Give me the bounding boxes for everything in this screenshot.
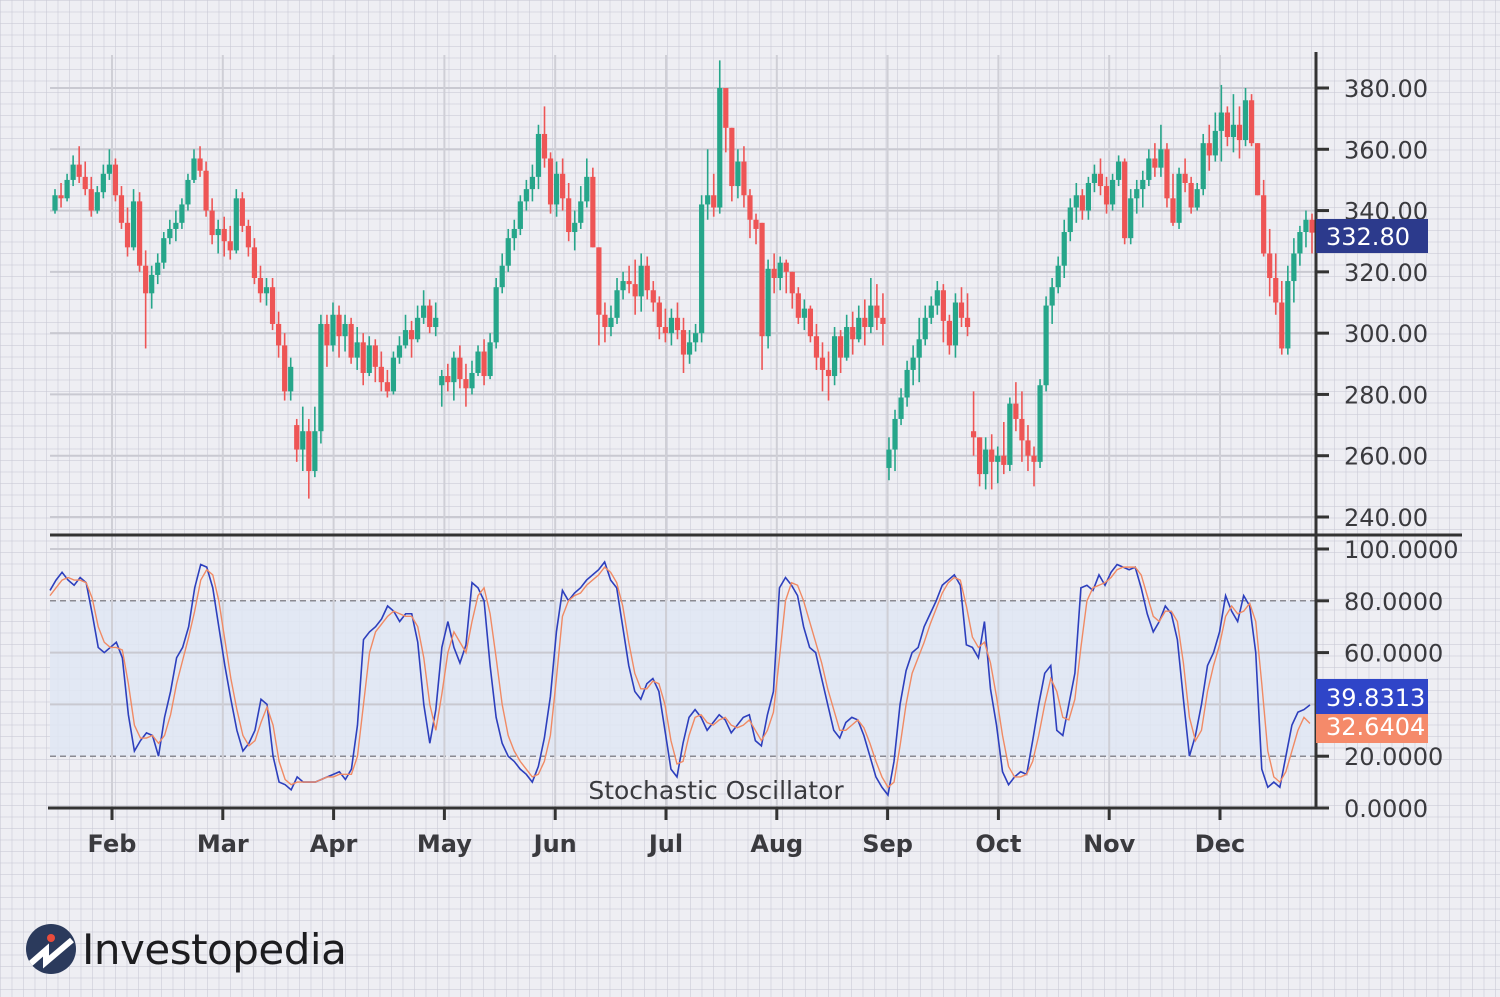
price-tick-label: 320.00 <box>1344 259 1428 287</box>
last-price-tag-text: 332.80 <box>1326 223 1410 251</box>
month-label: Apr <box>310 830 358 858</box>
logo-text: Investopedia <box>82 924 347 974</box>
month-label: Jul <box>647 830 683 858</box>
candlestick-series <box>52 60 1315 499</box>
price-axis-labels: 380.00360.00340.00320.00300.00280.00260.… <box>1344 75 1428 532</box>
month-label: Sep <box>862 830 913 858</box>
stoch-tick-label: 100.0000 <box>1344 536 1459 564</box>
logo-mark-icon <box>26 924 76 974</box>
k-value-tag-text: 39.8313 <box>1326 684 1425 712</box>
d-value-tag-text: 32.6404 <box>1326 713 1425 741</box>
investopedia-logo: Investopedia <box>26 924 347 974</box>
stochastic-axis-labels: 100.0000 80.0000 60.0000 20.0000 0.0000 <box>1344 536 1459 823</box>
month-label: Oct <box>975 830 1021 858</box>
stoch-tick-label: 60.0000 <box>1344 640 1443 668</box>
d-value-tag <box>1316 714 1428 743</box>
stochastic-lines <box>49 560 1311 797</box>
month-label: Feb <box>88 830 137 858</box>
price-tick-label: 260.00 <box>1344 443 1428 471</box>
month-label: May <box>417 830 472 858</box>
month-label: Mar <box>197 830 249 858</box>
price-tick-label: 360.00 <box>1344 136 1428 164</box>
price-gridlines <box>50 87 1316 518</box>
stoch-tick-label: 20.0000 <box>1344 743 1443 771</box>
axes <box>48 52 1462 820</box>
month-label: Dec <box>1195 830 1245 858</box>
last-price-tag <box>1316 219 1428 253</box>
month-label: Aug <box>750 830 803 858</box>
k-value-tag <box>1316 679 1428 714</box>
price-tick-label: 280.00 <box>1344 381 1428 409</box>
month-axis-labels: Feb Mar Apr May Jun Jul Aug Sep Oct Nov Dec <box>88 830 1246 858</box>
stoch-tick-label: 80.0000 <box>1344 588 1443 616</box>
price-tick-label: 300.00 <box>1344 320 1428 348</box>
d-line <box>49 566 1311 789</box>
month-label: Jun <box>532 830 577 858</box>
stochastic-band <box>50 548 1316 757</box>
stochastic-title: Stochastic Oscillator <box>588 776 844 805</box>
stoch-tick-label: 0.0000 <box>1344 795 1428 823</box>
month-label: Nov <box>1083 830 1136 858</box>
k-line <box>49 560 1311 797</box>
price-tick-label: 380.00 <box>1344 75 1428 103</box>
price-tick-label: 240.00 <box>1344 504 1428 532</box>
